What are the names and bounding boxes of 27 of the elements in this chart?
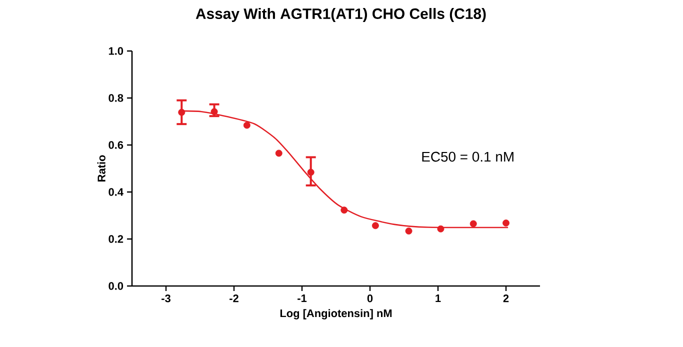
x-tick-label: -1 bbox=[298, 294, 307, 302]
y-tick-label: 1.0 bbox=[108, 47, 124, 55]
x-tick-label: 1 bbox=[436, 294, 441, 302]
x-tick-label: -3 bbox=[162, 294, 170, 302]
y-tick-label: 0.6 bbox=[108, 141, 124, 149]
y-tick-label: 0.2 bbox=[108, 235, 124, 243]
y-axis-title: Ratio bbox=[97, 155, 106, 182]
point bbox=[502, 220, 510, 227]
chart-title: Assay With AGTR1(AT1) CHO Cells (C18) bbox=[196, 8, 486, 22]
x-tick-label: 2 bbox=[503, 294, 509, 302]
point bbox=[437, 225, 444, 232]
point bbox=[275, 150, 282, 157]
point bbox=[340, 206, 348, 214]
point bbox=[405, 228, 412, 234]
point bbox=[307, 168, 314, 176]
y-tick-label: 0.4 bbox=[108, 188, 124, 196]
point bbox=[178, 108, 186, 116]
point bbox=[470, 220, 477, 228]
x-tick-label: 0 bbox=[367, 294, 373, 302]
point bbox=[243, 122, 250, 129]
point bbox=[372, 222, 379, 230]
annotation: EC50 = 0.1 nM bbox=[422, 152, 514, 162]
x-axis-title: Log [Angiotensin] nM bbox=[280, 309, 392, 320]
point bbox=[210, 108, 218, 116]
x-tick-label: -2 bbox=[230, 294, 238, 302]
y-tick-label: 0.8 bbox=[108, 94, 124, 102]
y-tick-label: 0.0 bbox=[108, 282, 124, 290]
